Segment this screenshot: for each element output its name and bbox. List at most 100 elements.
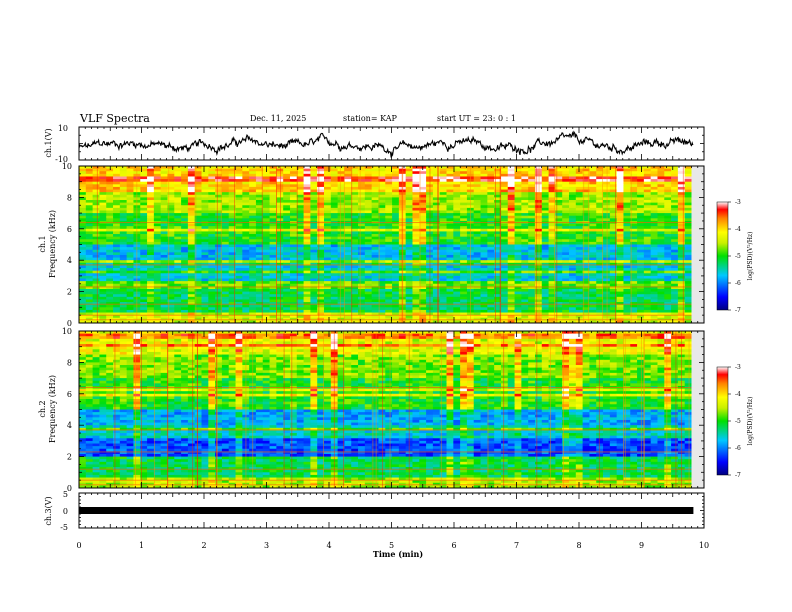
spectrogram-cell: [99, 181, 107, 185]
spectrogram-cell: [187, 241, 196, 245]
spectrogram-cell: [351, 278, 359, 282]
spectrogram-cell: [684, 254, 692, 258]
spectrogram-cell: [460, 197, 468, 201]
spectrogram-cell: [569, 226, 577, 230]
spectrogram-cell: [289, 207, 298, 211]
spectrogram-cell: [324, 179, 332, 183]
spectrogram-cell: [113, 218, 121, 222]
spectrogram-cell: [187, 192, 196, 196]
spectrogram-cell: [296, 234, 304, 238]
spectrogram-cell: [296, 194, 304, 198]
spectrogram-cell: [119, 302, 128, 306]
spectrogram-cell: [548, 270, 556, 274]
spectrogram-cell: [85, 205, 94, 209]
spectrogram-cell: [392, 171, 400, 175]
spectrogram-cell: [534, 231, 543, 235]
spectrogram-cell: [92, 257, 100, 261]
spectrogram-cell: [453, 189, 461, 193]
spectrogram-cell: [364, 249, 373, 253]
spectrogram-cell: [113, 223, 121, 227]
spectrogram-cell: [303, 205, 311, 209]
spectrogram-cell: [181, 281, 189, 285]
spectrogram-cell: [473, 260, 481, 264]
spectrogram-cell: [119, 244, 128, 248]
spectrogram-cell: [249, 260, 257, 264]
spectrogram-cell: [432, 244, 441, 248]
spectrogram-cell: [419, 184, 427, 188]
spectrogram-cell: [351, 213, 359, 217]
spectrogram-cell: [160, 226, 168, 230]
spectrogram-cell: [317, 294, 325, 298]
spectrogram-cell: [242, 186, 250, 190]
spectrogram-cell: [385, 226, 393, 230]
spectrogram-cell: [575, 296, 584, 300]
spectrogram-cell: [242, 268, 250, 272]
spectrogram-cell: [684, 213, 692, 217]
spectrogram-cell: [153, 166, 162, 170]
spectrogram-cell: [582, 244, 590, 248]
spectrogram-cell: [344, 213, 352, 217]
spectrogram-cell: [616, 234, 624, 238]
spectrogram-cell: [507, 226, 515, 230]
spectrogram-cell: [555, 192, 563, 196]
spectrogram-cell: [514, 202, 522, 206]
spectrogram-cell: [364, 189, 373, 193]
spectrogram-cell: [385, 166, 393, 170]
spectrogram-cell: [439, 171, 447, 175]
spectrogram-cell: [106, 304, 114, 308]
spectrogram-cell: [473, 275, 481, 279]
spectrogram-cell: [609, 291, 618, 295]
spectrogram-cell: [167, 184, 175, 188]
spectrogram-cell: [249, 218, 257, 222]
spectrogram-cell: [569, 181, 577, 185]
spectrogram-cell: [371, 254, 379, 258]
spectrogram-cell: [521, 286, 529, 290]
spectrogram-cell: [330, 234, 339, 238]
spectrogram-cell: [609, 257, 618, 261]
spectrogram-cell: [541, 299, 549, 303]
spectrogram-cell: [160, 179, 168, 183]
spectrogram-cell: [228, 291, 236, 295]
spectrogram-cell: [453, 194, 461, 198]
spectrogram-cell: [439, 294, 447, 298]
spectrogram-cell: [548, 249, 556, 253]
spectrogram-cell: [514, 234, 522, 238]
spectrogram-cell: [106, 213, 114, 217]
spectrogram-cell: [215, 192, 223, 196]
spectrogram-cell: [167, 207, 175, 211]
spectrogram-cell: [113, 168, 121, 172]
spectrogram-cell: [609, 265, 618, 269]
spectrogram-cell: [201, 265, 209, 269]
spectrogram-cell: [500, 265, 509, 269]
spectrogram-cell: [215, 260, 223, 264]
spectrogram-cell: [358, 213, 366, 217]
spectrogram-cell: [92, 288, 100, 292]
spectrogram-cell: [432, 228, 441, 232]
spectrogram-cell: [609, 186, 618, 190]
spectrogram-cell: [603, 223, 611, 227]
spectrogram-cell: [208, 205, 216, 209]
spectrogram-cell: [603, 226, 611, 230]
spectrogram-cell: [249, 192, 257, 196]
spectrogram-cell: [119, 223, 128, 227]
spectrogram-cell: [569, 278, 577, 282]
spectrogram-cell: [555, 176, 563, 180]
spectrogram-cell: [671, 254, 679, 258]
spectrogram-cell: [650, 270, 658, 274]
spectrogram-cell: [221, 281, 230, 285]
spectrogram-cell: [623, 202, 631, 206]
spectrogram-cell: [419, 168, 427, 172]
spectrogram-cell: [92, 281, 100, 285]
spectrogram-cell: [521, 270, 529, 274]
spectrogram-cell: [589, 168, 597, 172]
spectrogram-cell: [201, 213, 209, 217]
spectrogram-cell: [453, 181, 461, 185]
spectrogram-cell: [174, 257, 182, 261]
spectrogram-cell: [494, 168, 502, 172]
spectrogram-cell: [371, 275, 379, 279]
spectrogram-cell: [92, 260, 100, 264]
spectrogram-cell: [228, 186, 236, 190]
spectrogram-cell: [575, 194, 584, 198]
spectrogram-cell: [235, 215, 243, 219]
spectrogram-cell: [330, 299, 339, 303]
